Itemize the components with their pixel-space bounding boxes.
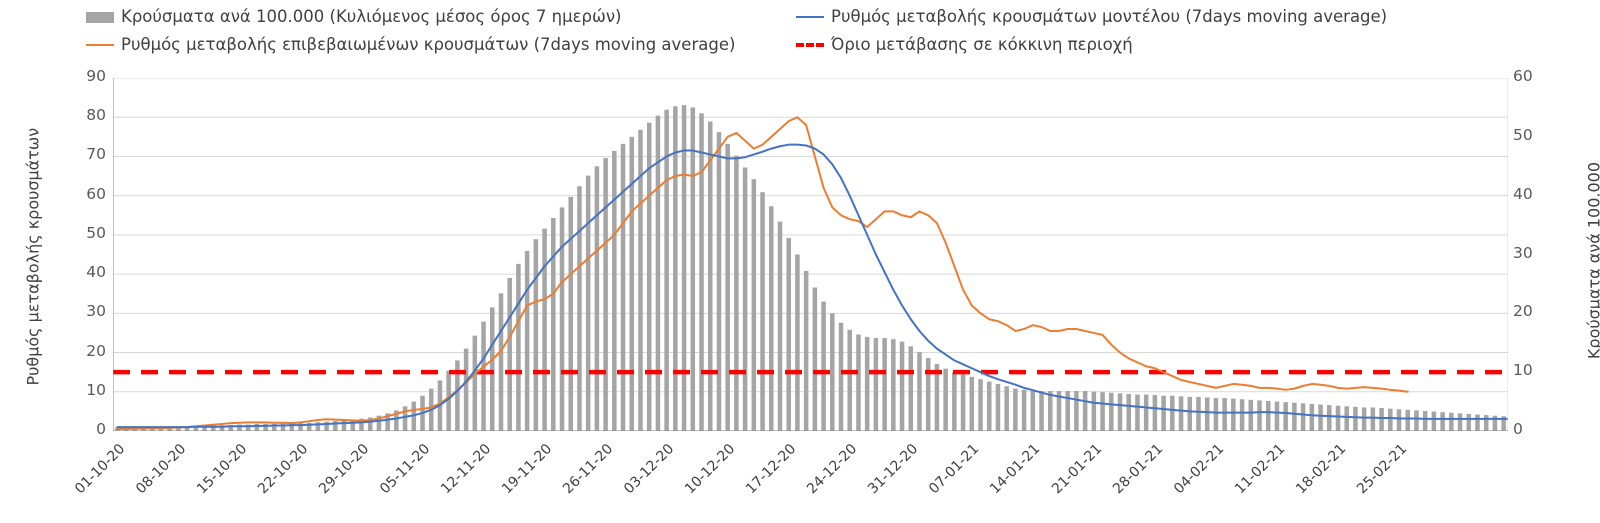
x-tick-label: 14-01-21 xyxy=(987,441,1044,498)
plot-area xyxy=(113,78,1508,431)
model-rate-line xyxy=(116,143,1508,429)
bar-series xyxy=(115,105,1506,431)
legend-item-red-threshold[interactable]: Όριο μετάβασης σε κόκκινη περιοχή xyxy=(796,35,1133,54)
line-swatch-icon xyxy=(796,16,824,19)
y-tick-right: 50 xyxy=(1513,125,1533,144)
x-tick-label: 26-11-20 xyxy=(560,441,617,498)
x-tick-label: 31-12-20 xyxy=(865,441,922,498)
x-tick-label: 05-11-20 xyxy=(377,441,434,498)
x-tick-label: 21-01-21 xyxy=(1048,441,1105,498)
x-tick-label: 11-02-21 xyxy=(1231,441,1288,498)
y-tick-left: 80 xyxy=(86,106,106,125)
y-tick-right: 30 xyxy=(1513,243,1533,262)
y-tick-left: 70 xyxy=(86,145,106,164)
y-axis-title-right: Κρούσματα ανά 100.000 xyxy=(1584,161,1600,360)
x-tick-label: 07-01-21 xyxy=(926,441,983,498)
y-axis-title-left: Ρυθμός μεταβολής κρουσμάτων xyxy=(23,127,43,386)
chart-legend: Κρούσματα ανά 100.000 (Κυλιόμενος μέσος … xyxy=(0,0,1600,62)
x-tick-label: 10-12-20 xyxy=(682,441,739,498)
x-tick-label: 12-11-20 xyxy=(438,441,495,498)
legend-label-model-rate: Ρυθμός μεταβολής κρουσμάτων μοντέλου (7d… xyxy=(831,7,1388,26)
x-tick-label: 04-02-21 xyxy=(1170,441,1227,498)
y-tick-right: 60 xyxy=(1513,67,1533,85)
y-tick-left: 60 xyxy=(86,184,106,203)
bar-swatch-icon xyxy=(86,11,114,23)
x-tick-label: 22-10-20 xyxy=(255,441,312,498)
y-tick-left: 20 xyxy=(86,341,106,360)
x-tick-label: 01-10-20 xyxy=(72,441,129,498)
x-tick-label: 19-11-20 xyxy=(499,441,556,498)
y-tick-left: 40 xyxy=(86,263,106,282)
tick-marks xyxy=(113,78,1508,431)
x-tick-label: 29-10-20 xyxy=(316,441,373,498)
y-tick-right: 20 xyxy=(1513,302,1533,321)
legend-label-cases-bars: Κρούσματα ανά 100.000 (Κυλιόμενος μέσος … xyxy=(121,7,622,26)
y-tick-left: 10 xyxy=(86,380,106,399)
x-tick-label: 08-10-20 xyxy=(133,441,190,498)
x-tick-label: 25-02-21 xyxy=(1353,441,1410,498)
confirmed-rate-line xyxy=(116,116,1409,431)
x-tick-label: 15-10-20 xyxy=(194,441,251,498)
y-tick-left: 50 xyxy=(86,223,106,242)
legend-item-model-rate[interactable]: Ρυθμός μεταβολής κρουσμάτων μοντέλου (7d… xyxy=(796,7,1388,26)
dashed-line-swatch-icon xyxy=(796,43,824,48)
legend-item-cases-bars[interactable]: Κρούσματα ανά 100.000 (Κυλιόμενος μέσος … xyxy=(86,7,622,26)
y-tick-right: 0 xyxy=(1513,420,1523,438)
y-tick-left: 90 xyxy=(86,67,106,85)
legend-label-red-threshold: Όριο μετάβασης σε κόκκινη περιοχή xyxy=(831,35,1133,54)
line-swatch-icon xyxy=(86,44,114,47)
x-tick-label: 18-02-21 xyxy=(1292,441,1349,498)
x-tick-label: 24-12-20 xyxy=(804,441,861,498)
grid-lines xyxy=(113,78,1508,431)
y-tick-left: 30 xyxy=(86,302,106,321)
x-tick-label: 28-01-21 xyxy=(1109,441,1166,498)
legend-label-confirmed-rate: Ρυθμός μεταβολής επιβεβαιωμένων κρουσμάτ… xyxy=(121,35,736,54)
x-tick-label: 17-12-20 xyxy=(743,441,800,498)
y-tick-right: 10 xyxy=(1513,361,1533,380)
y-tick-right: 40 xyxy=(1513,184,1533,203)
legend-item-confirmed-rate[interactable]: Ρυθμός μεταβολής επιβεβαιωμένων κρουσμάτ… xyxy=(86,35,736,54)
y-tick-left: 0 xyxy=(96,420,106,438)
x-tick-label: 03-12-20 xyxy=(621,441,678,498)
